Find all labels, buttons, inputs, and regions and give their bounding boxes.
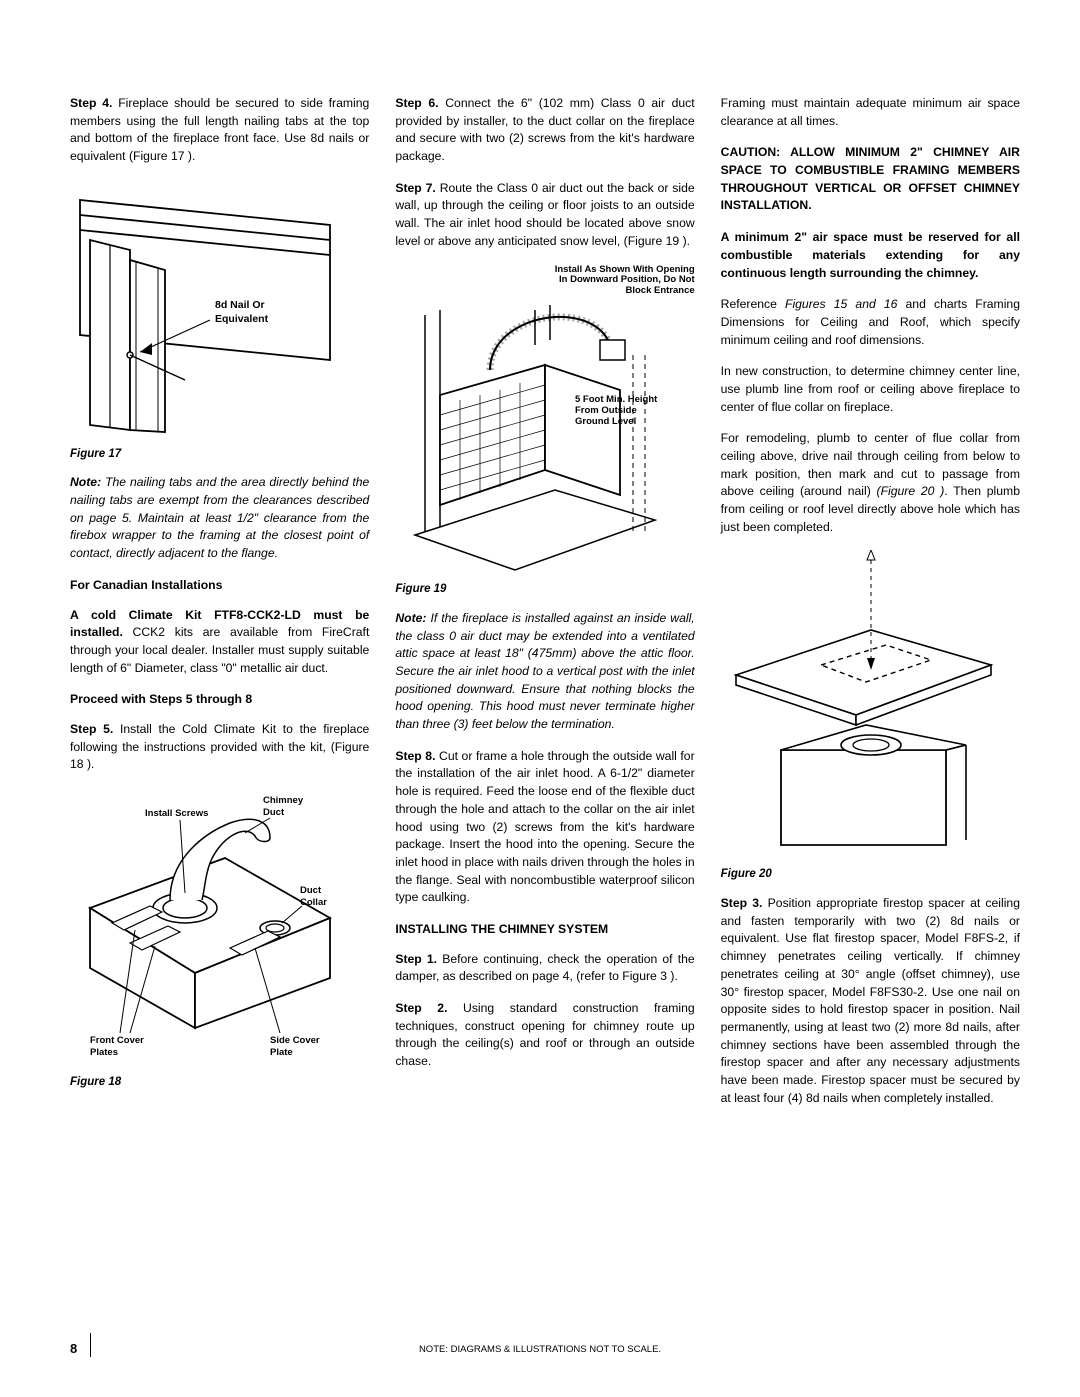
step6-body: Connect the 6" (102 mm) Class 0 air duct…	[395, 96, 694, 163]
col3-p3: Reference Figures 15 and 16 and charts F…	[721, 296, 1020, 349]
canadian-heading: For Canadian Installations	[70, 577, 369, 595]
step5-body: Install the Cold Climate Kit to the fire…	[70, 722, 369, 771]
step8-body: Cut or frame a hole through the outside …	[395, 749, 694, 905]
fig18-collar-label: Duct	[300, 885, 322, 896]
note-fig19: Note: If the fireplace is installed agai…	[395, 610, 694, 734]
chimney-step-1: Step 1. Before continuing, check the ope…	[395, 951, 694, 986]
fig18-screws-label: Install Screws	[145, 808, 208, 819]
figure-18-diagram: Chimney Duct Install Screws Duct Collar …	[70, 788, 350, 1068]
step-5-text: Step 5. Install the Cold Climate Kit to …	[70, 721, 369, 774]
col3-caution: CAUTION: ALLOW MINIMUM 2" CHIMNEY AIR SP…	[721, 144, 1020, 215]
fig18-front-label2: Plates	[90, 1047, 118, 1058]
fig17-label2: Equivalent	[215, 313, 269, 325]
cstep3-body: Position appropriate firestop spacer at …	[721, 896, 1020, 1105]
step-7-text: Step 7. Route the Class 0 air duct out t…	[395, 180, 694, 251]
figure-17-caption: Figure 17	[70, 446, 369, 463]
footer-note: NOTE: DIAGRAMS & ILLUSTRATIONS NOT TO SC…	[0, 1343, 1080, 1357]
fig18-chimney-label: Chimney	[263, 795, 304, 806]
figure-19-diagram: 5 Foot Min. HeightFrom OutsideGround Lev…	[395, 305, 675, 575]
fig19-top-anno: Install As Shown With OpeningIn Downward…	[395, 265, 694, 298]
step-8-text: Step 8. Cut or frame a hole through the …	[395, 748, 694, 907]
chimney-step-3: Step 3. Position appropriate firestop sp…	[721, 895, 1020, 1107]
note19-body: If the fireplace is installed against an…	[395, 611, 694, 731]
col3-p1: Framing must maintain adequate minimum a…	[721, 95, 1020, 130]
figure-19-caption: Figure 19	[395, 581, 694, 598]
figure-20-caption: Figure 20	[721, 866, 1020, 883]
chimney-step-2: Step 2. Using standard construction fram…	[395, 1000, 694, 1071]
step-6-text: Step 6. Connect the 6" (102 mm) Class 0 …	[395, 95, 694, 166]
note17-body: The nailing tabs and the area directly b…	[70, 475, 369, 560]
page-columns: Step 4. Fireplace should be secured to s…	[70, 95, 1020, 1121]
step-4-text: Step 4. Fireplace should be secured to s…	[70, 95, 369, 166]
note-fig17: Note: The nailing tabs and the area dire…	[70, 474, 369, 562]
fig18-chimney-label2: Duct	[263, 807, 285, 818]
fig18-side-label: Side Cover	[270, 1035, 320, 1046]
fig17-label: 8d Nail Or	[215, 299, 265, 311]
fig18-collar-label2: Collar	[300, 897, 327, 908]
fig18-side-label2: Plate	[270, 1047, 293, 1058]
canadian-paragraph: A cold Climate Kit FTF8-CCK2-LD must be …	[70, 607, 369, 678]
col3-p5: For remodeling, plumb to center of flue …	[721, 430, 1020, 536]
cstep1-body: Before continuing, check the operation o…	[395, 952, 694, 984]
figure-17-diagram: 8d Nail Or Equivalent	[70, 180, 340, 440]
figure-18-caption: Figure 18	[70, 1074, 369, 1091]
step4-body: Fireplace should be secured to side fram…	[70, 96, 369, 163]
fig18-front-label: Front Cover	[90, 1035, 144, 1046]
col3-p4: In new construction, to determine chimne…	[721, 363, 1020, 416]
proceed-heading: Proceed with Steps 5 through 8	[70, 691, 369, 709]
col3-p2: A minimum 2" air space must be reserved …	[721, 229, 1020, 282]
fig19-side-anno: 5 Foot Min. HeightFrom OutsideGround Lev…	[575, 395, 675, 428]
chimney-system-heading: INSTALLING THE CHIMNEY SYSTEM	[395, 921, 694, 939]
column-2: Step 6. Connect the 6" (102 mm) Class 0 …	[395, 95, 694, 1121]
column-3: Framing must maintain adequate minimum a…	[721, 95, 1020, 1121]
column-1: Step 4. Fireplace should be secured to s…	[70, 95, 369, 1121]
figure-20-diagram	[721, 550, 1001, 860]
step7-body: Route the Class 0 air duct out the back …	[395, 181, 694, 248]
